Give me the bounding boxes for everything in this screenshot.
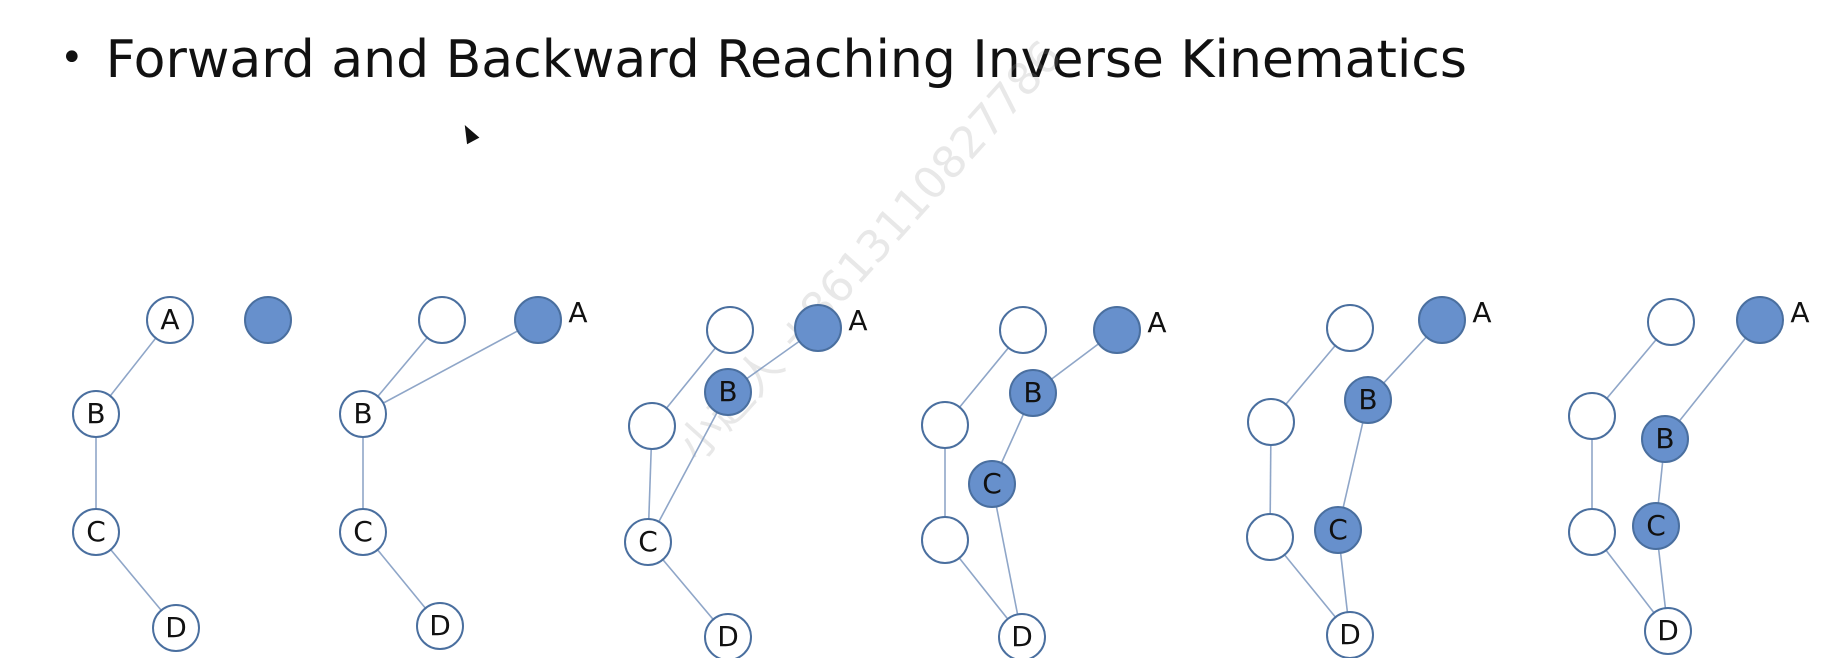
title-bullet: •: [60, 35, 84, 81]
joint-d: [152, 604, 200, 652]
joint-label-b: B: [353, 397, 372, 430]
joint-label-b: B: [1023, 376, 1042, 409]
joint-label-c: C: [86, 515, 106, 548]
joint-b: [704, 368, 752, 416]
joint-d: [998, 613, 1046, 658]
bone-a-b: [1664, 319, 1761, 440]
joint-ghost: [706, 306, 754, 354]
joint-label-a: A: [1790, 296, 1809, 329]
joint-label-c: C: [982, 467, 1002, 500]
joint-label-d: D: [165, 611, 187, 644]
joint-ghost: [921, 516, 969, 564]
joint-a: [514, 296, 562, 344]
joint-c: [968, 460, 1016, 508]
joint-c: [1632, 502, 1680, 550]
joint-label-b: B: [86, 397, 105, 430]
joint-d: [416, 602, 464, 650]
joint-label-d: D: [1339, 618, 1361, 651]
joint-label-b: B: [1358, 383, 1377, 416]
joint-ghost: [418, 296, 466, 344]
joint-label-a: A: [1147, 306, 1166, 339]
title-text: Forward and Backward Reaching Inverse Ki…: [105, 30, 1467, 90]
joint-c: [624, 518, 672, 566]
joint-b: [72, 390, 120, 438]
joint-label-d: D: [717, 620, 739, 653]
joint-label-c: C: [353, 515, 373, 548]
joint-ghost: [1246, 513, 1294, 561]
joint-ghost: [628, 402, 676, 450]
fabrik-step-6: A B C D: [1568, 296, 1810, 655]
fabrik-step-1: A B C D: [72, 296, 292, 652]
bone-a-b: [362, 319, 539, 415]
joint-b: [1641, 415, 1689, 463]
bone-c-d: [991, 483, 1023, 638]
joint-label-d: D: [1011, 620, 1033, 653]
joint-label-b: B: [718, 375, 737, 408]
joint-ghost: [1647, 298, 1695, 346]
joint-label-c: C: [1646, 509, 1666, 542]
joint-a: [1093, 306, 1141, 354]
joint-label-d: D: [429, 609, 451, 642]
joint-ghost: [999, 306, 1047, 354]
bone-b-c: [647, 391, 729, 543]
joint-d: [704, 613, 752, 658]
joint-label-b: B: [1655, 422, 1674, 455]
joint-d: [1326, 611, 1374, 658]
joint-label-a: A: [160, 303, 179, 336]
joint-ghost: [1568, 508, 1616, 556]
joint-label-a: A: [848, 304, 867, 337]
joint-label-d: D: [1657, 614, 1679, 647]
joint-c: [72, 508, 120, 556]
fabrik-step-3: A B C D: [624, 304, 868, 658]
joint-label-c: C: [1328, 513, 1348, 546]
joint-c: [339, 508, 387, 556]
joint-a: [146, 296, 194, 344]
joint-c: [1314, 506, 1362, 554]
joint-a: [794, 304, 842, 352]
joint-b: [1009, 369, 1057, 417]
joint-label-a: A: [1472, 296, 1491, 329]
joint-a: [1418, 296, 1466, 344]
slide-title: • Forward and Backward Reaching Inverse K…: [60, 30, 1467, 90]
joint-ghost: [1568, 392, 1616, 440]
joint-ghost: [1247, 398, 1295, 446]
joint-label-a: A: [568, 296, 587, 329]
joint-ghost: [921, 401, 969, 449]
fabrik-step-2: A B C D: [339, 296, 588, 650]
joint-a: [1736, 296, 1784, 344]
fabrik-step-4: A B C D: [921, 306, 1167, 658]
joint-label-c: C: [638, 525, 658, 558]
target-node: [244, 296, 292, 344]
joint-b: [339, 390, 387, 438]
fabrik-step-5: A B C D: [1246, 296, 1492, 658]
joint-d: [1644, 607, 1692, 655]
joint-b: [1344, 376, 1392, 424]
joint-ghost: [1326, 304, 1374, 352]
